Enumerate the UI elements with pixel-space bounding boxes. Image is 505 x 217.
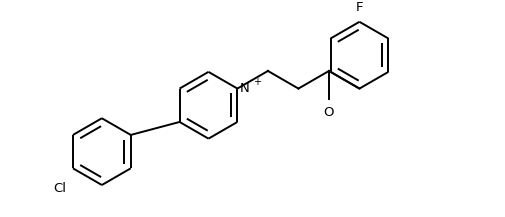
Text: Cl: Cl (54, 182, 66, 195)
Text: +: + (252, 77, 261, 87)
Text: F: F (355, 1, 363, 14)
Text: O: O (323, 106, 333, 119)
Text: N: N (240, 82, 249, 95)
